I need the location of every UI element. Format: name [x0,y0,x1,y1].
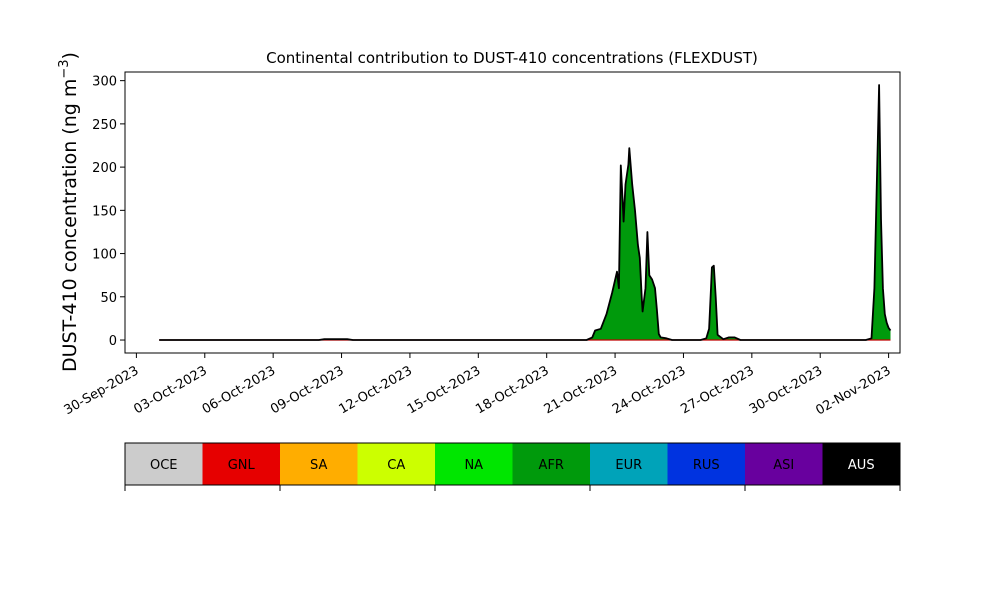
y-tick-label: 300 [92,75,117,90]
x-tick-label: 21-Oct-2023 [542,363,620,417]
legend-label-na: NA [464,458,483,473]
chart-title: Continental contribution to DUST-410 con… [266,49,758,67]
legend-label-asi: ASI [773,458,794,473]
y-axis-label-close: ) [59,52,81,59]
legend-swatch-eur [590,443,668,485]
legend-label-rus: RUS [693,458,720,473]
series-afr-total-line [159,84,892,341]
legend-swatch-rus [667,443,745,485]
legend-swatch-sa [280,443,358,485]
x-axis: 30-Sep-202303-Oct-202306-Oct-202309-Oct-… [62,353,894,418]
y-tick-label: 0 [109,334,117,349]
x-tick-label: 03-Oct-2023 [131,363,209,417]
y-tick-label: 100 [92,248,117,263]
legend-label-sa: SA [310,458,327,473]
y-axis-label-main: DUST-410 concentration (ng m [59,79,81,372]
legend-swatch-aus [822,443,900,485]
legend-label-oce: OCE [150,458,178,473]
x-tick-label: 02-Nov-2023 [813,363,893,418]
x-tick-label: 12-Oct-2023 [337,363,415,417]
y-axis-label-exponent: −3 [57,59,72,78]
legend-colorbar: OCE GNL SA CA NA AFR EUR RUS ASI AUS [124,442,901,491]
x-tick-label: 06-Oct-2023 [200,363,278,417]
legend-swatch-gnl [202,443,280,485]
legend-label-aus: AUS [848,458,875,473]
x-tick-label: 09-Oct-2023 [268,363,346,417]
legend-swatch-ca [357,443,435,485]
legend-swatch-afr [512,443,590,485]
y-tick-label: 150 [92,204,117,219]
series-afr-area [159,85,891,340]
legend-label-eur: EUR [615,458,642,473]
y-tick-label: 250 [92,118,117,133]
plot-area [159,84,892,341]
legend-swatch-asi [745,443,823,485]
y-axis-label: DUST-410 concentration (ng m−3) [57,52,81,372]
legend-label-gnl: GNL [228,458,256,473]
legend-frame [124,442,901,486]
y-axis: 0 50 100 150 200 250 300 [92,75,125,349]
y-tick-label: 50 [100,291,117,306]
x-tick-label: 24-Oct-2023 [610,363,688,417]
x-tick-label: 27-Oct-2023 [678,363,756,417]
x-tick-label: 30-Oct-2023 [747,363,825,417]
legend-swatch-na [435,443,513,485]
plot-frame [124,71,901,354]
x-tick-label: 18-Oct-2023 [473,363,551,417]
x-tick-label: 15-Oct-2023 [405,363,483,417]
legend-label-afr: AFR [539,458,564,473]
legend-label-ca: CA [387,458,405,473]
y-tick-label: 200 [92,161,117,176]
legend-swatch-oce [125,443,203,485]
